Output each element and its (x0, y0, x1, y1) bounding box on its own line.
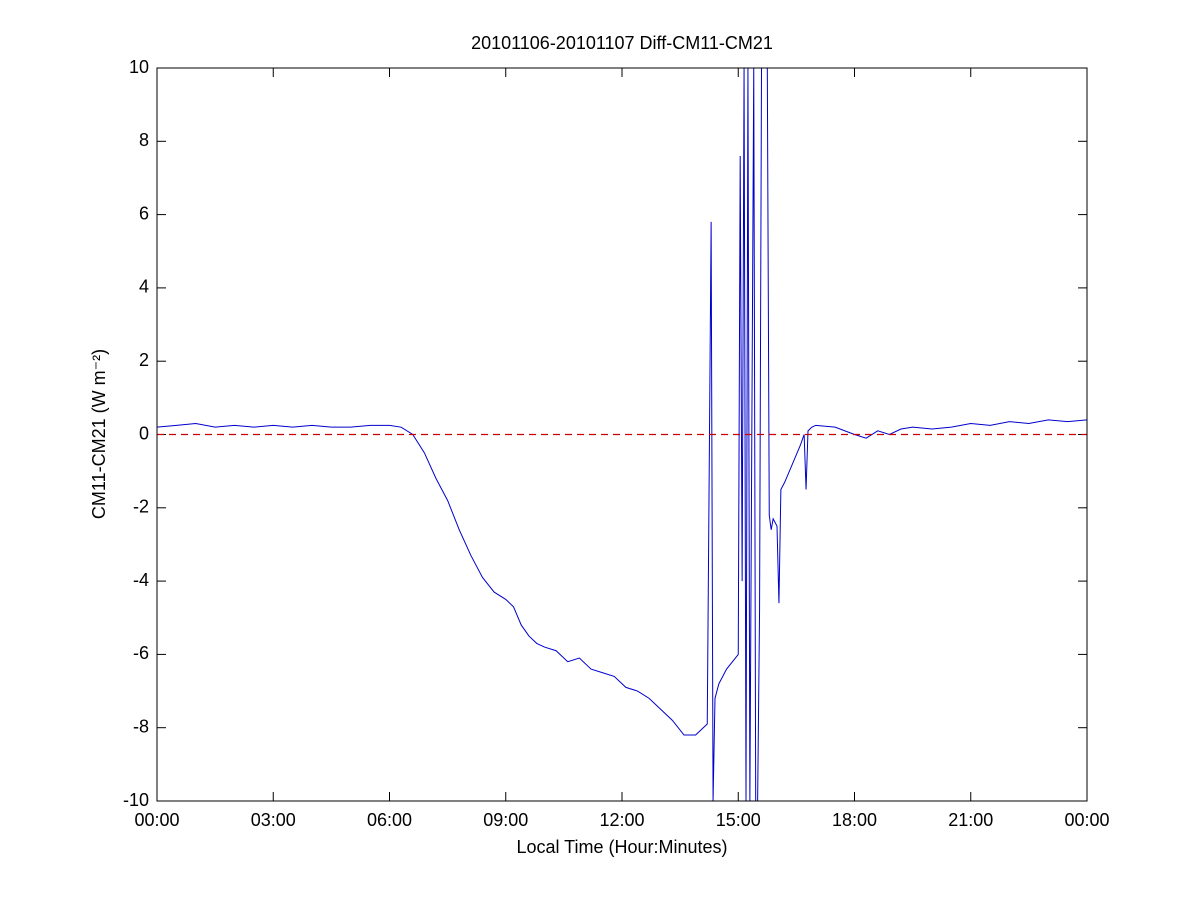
y-tick-label: 6 (139, 203, 149, 223)
y-tick-label: -10 (123, 790, 149, 810)
data-line (157, 68, 1087, 801)
y-tick-label: 8 (139, 130, 149, 150)
x-tick-label: 09:00 (483, 810, 528, 830)
y-tick-label: -8 (133, 716, 149, 736)
plot-frame (156, 67, 1088, 802)
x-tick-label: 18:00 (832, 810, 877, 830)
x-axis-label: Local Time (Hour:Minutes) (516, 837, 727, 857)
x-tick-label: 15:00 (716, 810, 761, 830)
y-tick-label: 0 (139, 423, 149, 443)
x-tick-label: 21:00 (948, 810, 993, 830)
y-tick-label: 10 (129, 57, 149, 77)
y-tick-label: 2 (139, 350, 149, 370)
y-tick-label: -2 (133, 497, 149, 517)
x-tick-label: 03:00 (251, 810, 296, 830)
x-tick-label: 12:00 (599, 810, 644, 830)
y-tick-label: -4 (133, 570, 149, 590)
y-tick-label: -6 (133, 643, 149, 663)
x-tick-label: 00:00 (134, 810, 179, 830)
chart-title: 20101106-20101107 Diff-CM11-CM21 (471, 33, 773, 53)
x-tick-label: 06:00 (367, 810, 412, 830)
x-tick-label: 00:00 (1064, 810, 1109, 830)
y-tick-label: 4 (139, 277, 149, 297)
y-axis-label: CM11-CM21 (W m⁻²) (89, 349, 109, 519)
